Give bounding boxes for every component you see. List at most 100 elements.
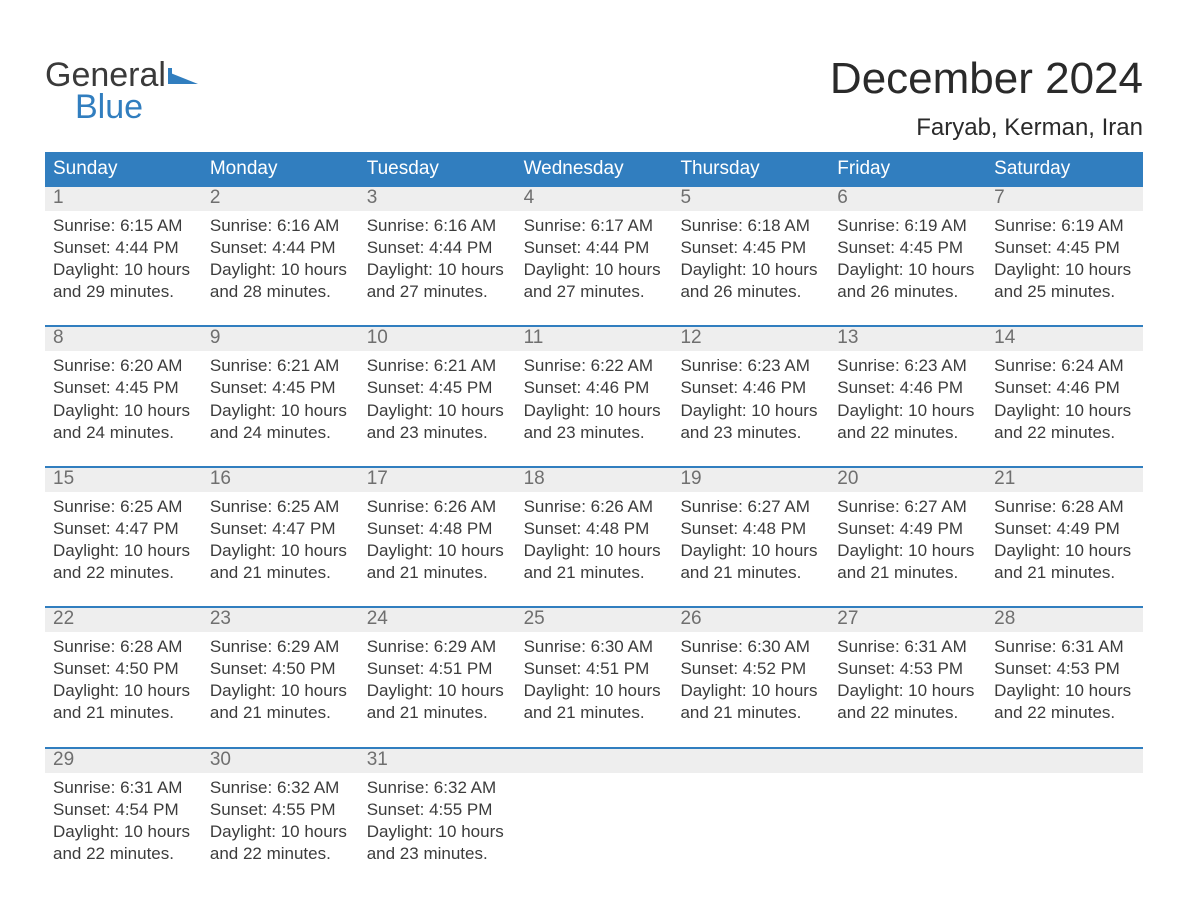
location: Faryab, Kerman, Iran xyxy=(830,114,1143,142)
dow-cell: Tuesday xyxy=(359,152,516,187)
day-cell: Sunrise: 6:21 AMSunset: 4:45 PMDaylight:… xyxy=(359,351,516,465)
sunset-line: Sunset: 4:47 PM xyxy=(210,518,351,540)
day-number: 18 xyxy=(516,468,673,492)
dow-cell: Monday xyxy=(202,152,359,187)
sunrise-line: Sunrise: 6:23 AM xyxy=(837,355,978,377)
daylight-line: Daylight: 10 hours and 21 minutes. xyxy=(210,680,351,724)
sunset-line: Sunset: 4:53 PM xyxy=(837,658,978,680)
daylight-line: Daylight: 10 hours and 26 minutes. xyxy=(680,259,821,303)
sunrise-line: Sunrise: 6:26 AM xyxy=(367,496,508,518)
sunset-line: Sunset: 4:44 PM xyxy=(367,237,508,259)
day-cell xyxy=(829,773,986,887)
daylight-line: Daylight: 10 hours and 22 minutes. xyxy=(53,540,194,584)
day-number: 26 xyxy=(672,608,829,632)
day-cell: Sunrise: 6:31 AMSunset: 4:53 PMDaylight:… xyxy=(986,632,1143,746)
day-cell: Sunrise: 6:30 AMSunset: 4:51 PMDaylight:… xyxy=(516,632,673,746)
day-cell: Sunrise: 6:26 AMSunset: 4:48 PMDaylight:… xyxy=(516,492,673,606)
sunrise-line: Sunrise: 6:15 AM xyxy=(53,215,194,237)
day-cell: Sunrise: 6:16 AMSunset: 4:44 PMDaylight:… xyxy=(202,211,359,325)
week-row: 293031 Sunrise: 6:31 AMSunset: 4:54 PMDa… xyxy=(45,747,1143,887)
daylight-line: Daylight: 10 hours and 22 minutes. xyxy=(994,400,1135,444)
day-number: 7 xyxy=(986,187,1143,211)
dow-cell: Wednesday xyxy=(516,152,673,187)
day-number: 15 xyxy=(45,468,202,492)
day-cell: Sunrise: 6:19 AMSunset: 4:45 PMDaylight:… xyxy=(986,211,1143,325)
day-cell: Sunrise: 6:31 AMSunset: 4:53 PMDaylight:… xyxy=(829,632,986,746)
day-number: 13 xyxy=(829,327,986,351)
sunset-line: Sunset: 4:48 PM xyxy=(680,518,821,540)
sunrise-line: Sunrise: 6:18 AM xyxy=(680,215,821,237)
day-cell: Sunrise: 6:24 AMSunset: 4:46 PMDaylight:… xyxy=(986,351,1143,465)
week-row: 1234567Sunrise: 6:15 AMSunset: 4:44 PMDa… xyxy=(45,187,1143,325)
daylight-line: Daylight: 10 hours and 22 minutes. xyxy=(210,821,351,865)
day-number: 28 xyxy=(986,608,1143,632)
day-number: 21 xyxy=(986,468,1143,492)
sunrise-line: Sunrise: 6:28 AM xyxy=(53,636,194,658)
day-number xyxy=(672,749,829,773)
daylight-line: Daylight: 10 hours and 21 minutes. xyxy=(210,540,351,584)
week-row: 22232425262728Sunrise: 6:28 AMSunset: 4:… xyxy=(45,606,1143,746)
dow-cell: Thursday xyxy=(672,152,829,187)
sunset-line: Sunset: 4:46 PM xyxy=(837,377,978,399)
calendar: SundayMondayTuesdayWednesdayThursdayFrid… xyxy=(45,152,1143,887)
sunrise-line: Sunrise: 6:19 AM xyxy=(994,215,1135,237)
day-cell: Sunrise: 6:29 AMSunset: 4:50 PMDaylight:… xyxy=(202,632,359,746)
day-cell: Sunrise: 6:23 AMSunset: 4:46 PMDaylight:… xyxy=(829,351,986,465)
sunset-line: Sunset: 4:55 PM xyxy=(367,799,508,821)
sunset-line: Sunset: 4:45 PM xyxy=(680,237,821,259)
day-number: 1 xyxy=(45,187,202,211)
day-number xyxy=(829,749,986,773)
sunrise-line: Sunrise: 6:25 AM xyxy=(53,496,194,518)
daylight-line: Daylight: 10 hours and 23 minutes. xyxy=(367,821,508,865)
day-cell: Sunrise: 6:21 AMSunset: 4:45 PMDaylight:… xyxy=(202,351,359,465)
daylight-line: Daylight: 10 hours and 21 minutes. xyxy=(53,680,194,724)
day-number: 14 xyxy=(986,327,1143,351)
daylight-line: Daylight: 10 hours and 22 minutes. xyxy=(53,821,194,865)
day-number: 4 xyxy=(516,187,673,211)
day-cell: Sunrise: 6:17 AMSunset: 4:44 PMDaylight:… xyxy=(516,211,673,325)
daylight-line: Daylight: 10 hours and 29 minutes. xyxy=(53,259,194,303)
sunrise-line: Sunrise: 6:21 AM xyxy=(210,355,351,377)
sunset-line: Sunset: 4:46 PM xyxy=(680,377,821,399)
sunrise-line: Sunrise: 6:24 AM xyxy=(994,355,1135,377)
sunrise-line: Sunrise: 6:31 AM xyxy=(837,636,978,658)
day-number: 17 xyxy=(359,468,516,492)
daylight-line: Daylight: 10 hours and 21 minutes. xyxy=(367,540,508,584)
sunset-line: Sunset: 4:45 PM xyxy=(210,377,351,399)
daylight-line: Daylight: 10 hours and 23 minutes. xyxy=(680,400,821,444)
daylight-line: Daylight: 10 hours and 21 minutes. xyxy=(680,680,821,724)
day-cell: Sunrise: 6:29 AMSunset: 4:51 PMDaylight:… xyxy=(359,632,516,746)
daylight-line: Daylight: 10 hours and 27 minutes. xyxy=(524,259,665,303)
day-number: 23 xyxy=(202,608,359,632)
sunrise-line: Sunrise: 6:23 AM xyxy=(680,355,821,377)
day-body-row: Sunrise: 6:31 AMSunset: 4:54 PMDaylight:… xyxy=(45,773,1143,887)
sunrise-line: Sunrise: 6:16 AM xyxy=(210,215,351,237)
sunset-line: Sunset: 4:55 PM xyxy=(210,799,351,821)
dow-cell: Saturday xyxy=(986,152,1143,187)
sunrise-line: Sunrise: 6:29 AM xyxy=(367,636,508,658)
sunset-line: Sunset: 4:46 PM xyxy=(994,377,1135,399)
logo-word2: Blue xyxy=(75,90,202,126)
day-cell: Sunrise: 6:25 AMSunset: 4:47 PMDaylight:… xyxy=(45,492,202,606)
sunrise-line: Sunrise: 6:30 AM xyxy=(680,636,821,658)
title-block: December 2024 Faryab, Kerman, Iran xyxy=(830,54,1143,142)
sunrise-line: Sunrise: 6:32 AM xyxy=(367,777,508,799)
week-row: 891011121314Sunrise: 6:20 AMSunset: 4:45… xyxy=(45,325,1143,465)
sunset-line: Sunset: 4:47 PM xyxy=(53,518,194,540)
sunrise-line: Sunrise: 6:29 AM xyxy=(210,636,351,658)
day-number-row: 15161718192021 xyxy=(45,468,1143,492)
daylight-line: Daylight: 10 hours and 28 minutes. xyxy=(210,259,351,303)
sunrise-line: Sunrise: 6:27 AM xyxy=(680,496,821,518)
sunset-line: Sunset: 4:52 PM xyxy=(680,658,821,680)
sunset-line: Sunset: 4:49 PM xyxy=(994,518,1135,540)
day-cell: Sunrise: 6:25 AMSunset: 4:47 PMDaylight:… xyxy=(202,492,359,606)
day-number: 19 xyxy=(672,468,829,492)
day-cell: Sunrise: 6:28 AMSunset: 4:49 PMDaylight:… xyxy=(986,492,1143,606)
sunrise-line: Sunrise: 6:20 AM xyxy=(53,355,194,377)
sunset-line: Sunset: 4:45 PM xyxy=(53,377,194,399)
day-number xyxy=(516,749,673,773)
day-cell: Sunrise: 6:27 AMSunset: 4:48 PMDaylight:… xyxy=(672,492,829,606)
sunrise-line: Sunrise: 6:17 AM xyxy=(524,215,665,237)
daylight-line: Daylight: 10 hours and 21 minutes. xyxy=(680,540,821,584)
day-number: 9 xyxy=(202,327,359,351)
